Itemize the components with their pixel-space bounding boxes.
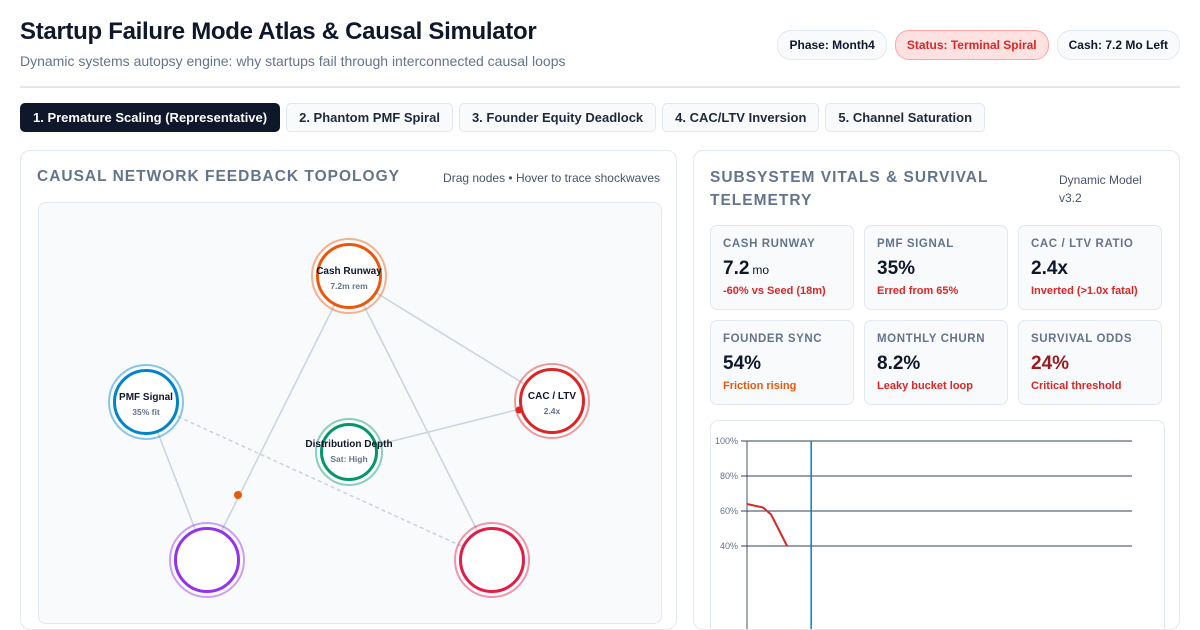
network-canvas[interactable]: Cash Runway 7.2m rem PMF Signal 35% fit … [38, 202, 662, 624]
model-version: Dynamic Model v3.2 [1059, 173, 1142, 205]
vital-label: PMF Signal [877, 238, 954, 250]
node-ring [169, 522, 245, 598]
node-cac-ltv[interactable]: CAC / LTV 2.4x [514, 363, 590, 439]
page-subtitle: Dynamic systems autopsy engine: why star… [20, 53, 566, 69]
node-ring [514, 363, 590, 439]
edge-cash-team [206, 275, 350, 561]
tab-channel-saturation[interactable]: 5. Channel Saturation [825, 103, 986, 132]
vital-note: Friction rising [723, 380, 797, 392]
cash-badge: Cash: 7.2 Mo Left [1056, 30, 1180, 60]
page-header: Startup Failure Mode Atlas & Causal Simu… [20, 18, 1180, 88]
survival-chart-svg: 100% 80% 60% 40% [715, 436, 1132, 629]
vital-card-founder-sync: Founder Sync 54% Friction rising [710, 320, 854, 405]
tab-premature-scaling[interactable]: 1. Premature Scaling (Representative) [20, 103, 281, 132]
node-cash-runway[interactable]: Cash Runway 7.2m rem [311, 238, 387, 314]
node-label: Cash Runway [316, 266, 382, 277]
node-sublabel: 7.2m rem [330, 281, 368, 291]
edge-pmf-churn [145, 401, 493, 561]
edge-cash-churn [348, 275, 493, 561]
vital-note: Critical threshold [1031, 380, 1122, 392]
status-badges: Phase: Month4 Status: Terminal Spiral Ca… [777, 30, 1180, 60]
vital-value: 2.4x [1031, 258, 1068, 279]
y-tick-label: 40% [720, 541, 738, 551]
vital-number: 7.2 [723, 258, 750, 279]
vital-note: Erred from 65% [877, 285, 959, 297]
vital-label: Monthly Churn [877, 333, 986, 345]
vital-value: 24% [1031, 353, 1070, 374]
vital-label: CAC / LTV Ratio [1031, 238, 1134, 250]
causal-network-panel: Causal Network Feedback Topology Drag no… [20, 150, 677, 630]
node-core [320, 423, 378, 481]
y-tick-label: 100% [715, 436, 738, 446]
node-label: Distribution Depth [305, 439, 393, 450]
node-sublabel: Sat: High [330, 454, 368, 464]
vital-label: Cash Runway [723, 238, 816, 250]
node-founder-sync[interactable] [169, 522, 245, 598]
tab-cac-ltv-inversion[interactable]: 4. CAC/LTV Inversion [662, 103, 820, 132]
node-core [174, 527, 240, 593]
survival-chart: 100% 80% 60% 40% [710, 420, 1165, 629]
network-hint: Drag nodes • Hover to trace shockwaves [443, 171, 660, 185]
vital-label: Survival Odds [1031, 333, 1133, 345]
vital-card-cac-ltv: CAC / LTV Ratio 2.4x Inverted (>1.0x fat… [1018, 225, 1162, 310]
vital-label: Founder Sync [723, 333, 823, 345]
node-sublabel: 2.4x [543, 406, 561, 416]
vitals-grid: Cash Runway 7.2 mo -60% vs Seed (18m) PMF… [710, 225, 1163, 405]
shockwave-dot [234, 491, 242, 499]
phase-badge: Phase: Month4 [777, 30, 887, 60]
vital-value: 54% [723, 353, 762, 374]
node-ring [108, 364, 184, 440]
node-label: PMF Signal [119, 392, 173, 403]
vital-card-survival-odds: Survival Odds 24% Critical threshold [1018, 320, 1162, 405]
node-core [113, 369, 179, 435]
node-core [519, 368, 585, 434]
vital-card-pmf-signal: PMF Signal 35% Erred from 65% [864, 225, 1008, 310]
vitals-panel-title: Subsystem Vitals & Survival Telemetry [710, 169, 989, 209]
network-panel-title: Causal Network Feedback Topology [37, 168, 400, 185]
vital-value: 7.2 mo [723, 258, 841, 280]
vital-card-cash-runway: Cash Runway 7.2 mo -60% vs Seed (18m) [710, 225, 854, 310]
network-edges [145, 275, 553, 561]
y-tick-label: 60% [720, 506, 738, 516]
vital-value: 35% [877, 258, 916, 279]
node-ring [311, 238, 387, 314]
page-title: Startup Failure Mode Atlas & Causal Simu… [20, 18, 537, 45]
scenario-tabs: 1. Premature Scaling (Representative) 2.… [20, 103, 986, 132]
node-core [316, 243, 382, 309]
status-badge: Status: Terminal Spiral [894, 30, 1049, 60]
node-distribution-depth[interactable]: Distribution Depth Sat: High [305, 418, 393, 486]
node-label: CAC / LTV [527, 391, 577, 402]
vital-value: 8.2% [877, 353, 921, 374]
node-pmf-signal[interactable]: PMF Signal 35% fit [108, 364, 184, 440]
y-tick-label: 80% [720, 471, 738, 481]
node-sublabel: 35% fit [132, 407, 160, 417]
series-line [746, 503, 788, 547]
node-core [459, 527, 525, 593]
vital-card-monthly-churn: Monthly Churn 8.2% Leaky bucket loop [864, 320, 1008, 405]
vital-note: -60% vs Seed (18m) [723, 285, 826, 297]
edge-cash-caclv [348, 275, 553, 402]
vital-note: Inverted (>1.0x fatal) [1031, 285, 1138, 297]
vitals-panel: Subsystem Vitals & Survival Telemetry Dy… [693, 150, 1180, 630]
tab-founder-equity-deadlock[interactable]: 3. Founder Equity Deadlock [458, 103, 657, 132]
vital-note: Leaky bucket loop [877, 380, 973, 392]
node-ring [454, 522, 530, 598]
vital-unit: mo [752, 263, 770, 277]
node-ring [315, 418, 383, 486]
node-churn[interactable] [454, 522, 530, 598]
tab-phantom-pmf-spiral[interactable]: 2. Phantom PMF Spiral [286, 103, 453, 132]
